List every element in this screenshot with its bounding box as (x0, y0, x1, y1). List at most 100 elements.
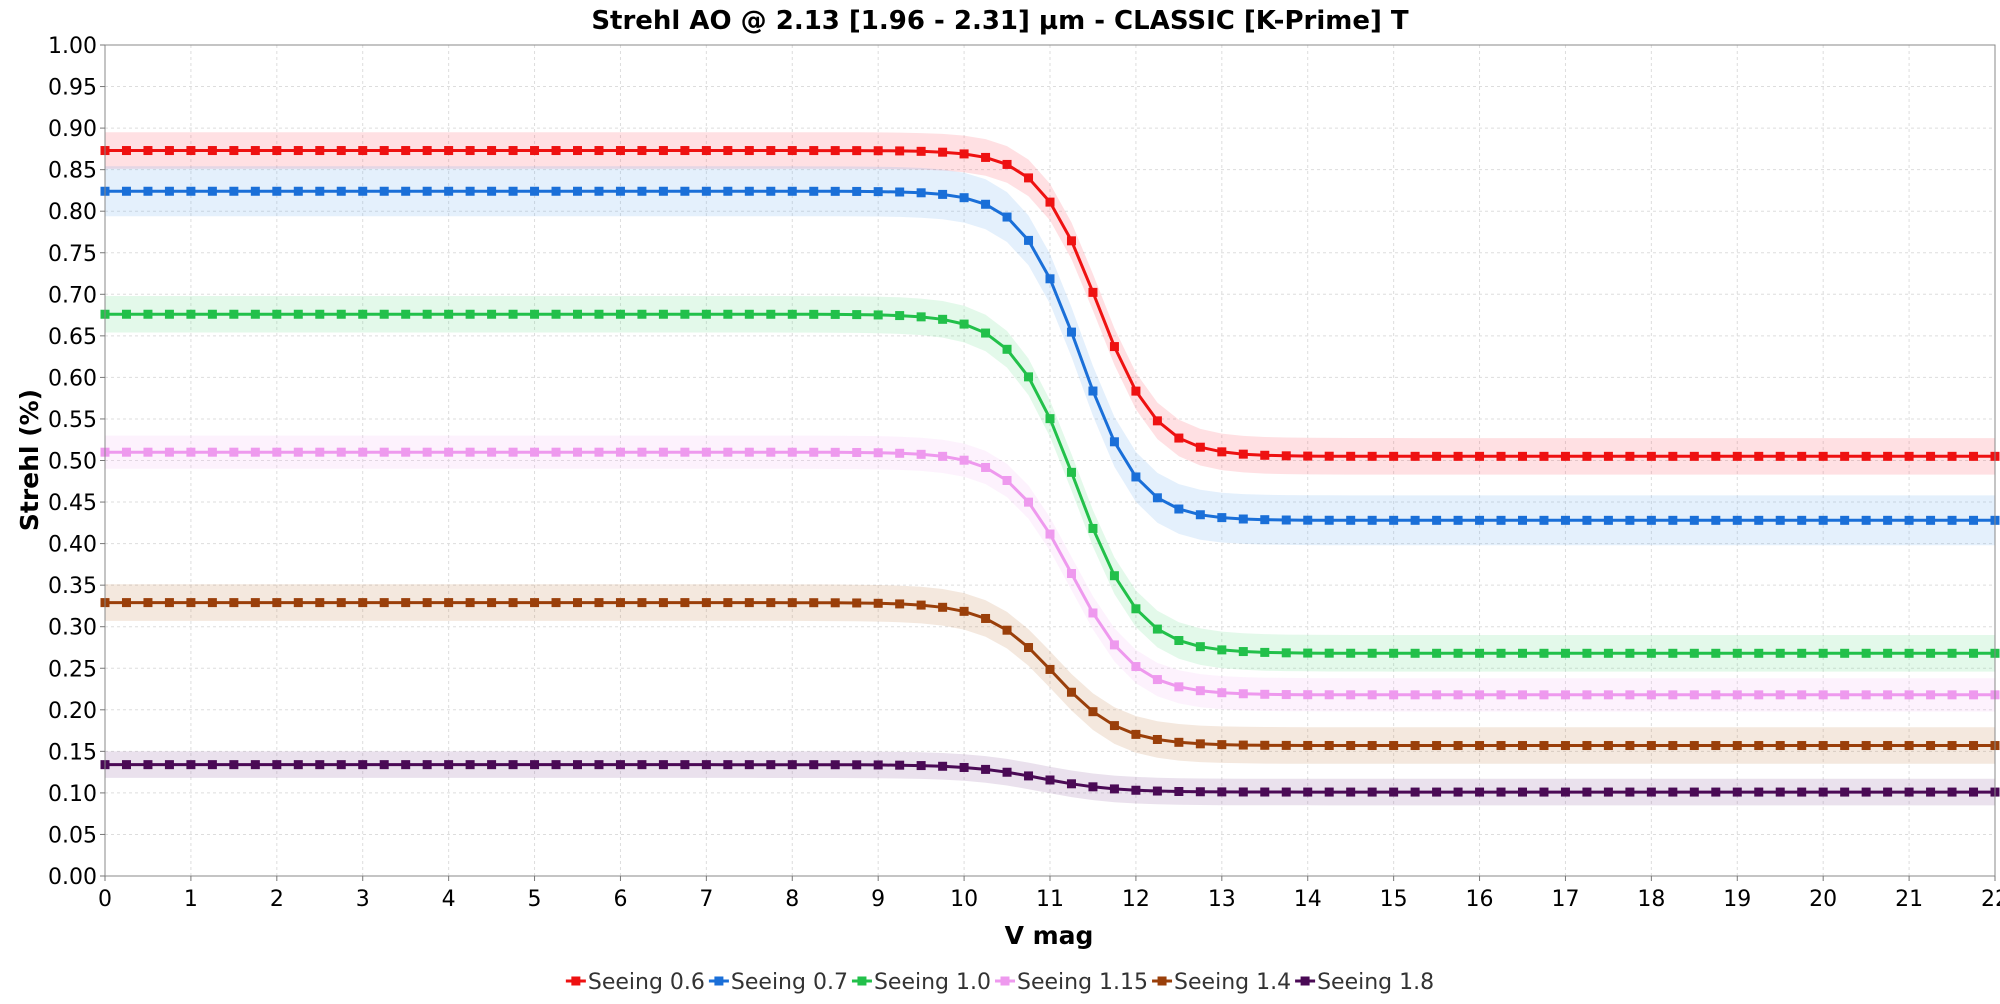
data-point (1904, 515, 1914, 525)
data-point (1668, 741, 1678, 751)
data-point (701, 447, 711, 457)
data-point (1582, 451, 1592, 461)
data-point (1432, 787, 1442, 797)
data-point (1217, 447, 1227, 457)
data-point (787, 309, 797, 319)
data-point (530, 760, 540, 770)
data-point (1646, 690, 1656, 700)
data-point (1045, 414, 1055, 424)
data-point (1797, 690, 1807, 700)
data-point (830, 760, 840, 770)
data-point (143, 309, 153, 319)
data-point (1840, 515, 1850, 525)
data-point (1947, 451, 1957, 461)
data-point (1195, 739, 1205, 749)
data-point (852, 186, 862, 196)
data-point (1024, 372, 1034, 382)
data-point (981, 764, 991, 774)
data-point (1002, 475, 1012, 485)
data-point (1840, 690, 1850, 700)
data-point (207, 186, 217, 196)
legend-item: Seeing 1.0 (851, 970, 991, 995)
data-point (1947, 741, 1957, 751)
data-point (1840, 451, 1850, 461)
data-point (701, 309, 711, 319)
data-point (422, 309, 432, 319)
data-point (1818, 648, 1828, 658)
data-point (1969, 741, 1979, 751)
data-point (401, 598, 411, 608)
data-point (1775, 648, 1785, 658)
data-point (1238, 740, 1248, 750)
data-point (637, 309, 647, 319)
data-point (1539, 515, 1549, 525)
data-point (1152, 624, 1162, 634)
data-point (1475, 690, 1485, 700)
data-point (981, 152, 991, 162)
data-point (787, 146, 797, 156)
data-point (1152, 734, 1162, 744)
data-point (1646, 648, 1656, 658)
data-point (1195, 686, 1205, 696)
data-point (1088, 608, 1098, 618)
data-point (487, 598, 497, 608)
data-point (358, 447, 368, 457)
y-tick-label: 0.85 (48, 159, 97, 184)
data-point (1969, 690, 1979, 700)
data-point (573, 146, 582, 156)
x-tick-label: 14 (1294, 887, 1322, 912)
data-point (1904, 787, 1914, 797)
legend-item: Seeing 1.4 (1152, 970, 1291, 995)
data-point (594, 186, 604, 196)
data-point (1560, 451, 1570, 461)
confidence-band (105, 584, 1995, 764)
data-point (1732, 648, 1742, 658)
data-point (766, 146, 776, 156)
data-point (444, 309, 454, 319)
data-point (1818, 690, 1828, 700)
data-point (680, 447, 690, 457)
data-point (744, 760, 754, 770)
data-point (1367, 690, 1377, 700)
data-point (1109, 784, 1119, 794)
data-point (1560, 648, 1570, 658)
data-point (1926, 451, 1936, 461)
data-point (766, 760, 776, 770)
data-point (809, 598, 819, 608)
data-point (1088, 386, 1098, 396)
data-point (701, 760, 711, 770)
data-point (938, 189, 948, 199)
data-point (336, 186, 346, 196)
data-point (1883, 741, 1893, 751)
data-point (315, 447, 325, 457)
data-point (615, 447, 625, 457)
data-point (530, 447, 540, 457)
data-point (487, 186, 497, 196)
y-tick-label: 0.00 (48, 865, 97, 890)
data-point (1668, 690, 1678, 700)
data-point (379, 146, 389, 156)
data-point (637, 598, 647, 608)
data-point (530, 598, 540, 608)
data-point (422, 447, 432, 457)
data-point (1045, 274, 1055, 284)
data-point (422, 760, 432, 770)
data-point (1969, 515, 1979, 525)
data-point (336, 309, 346, 319)
data-point (1625, 515, 1635, 525)
data-point (1496, 451, 1506, 461)
data-point (143, 186, 153, 196)
data-point (1603, 451, 1613, 461)
data-point (1432, 451, 1442, 461)
data-point (1346, 648, 1356, 658)
data-point (1689, 451, 1699, 461)
data-point (1238, 514, 1248, 524)
data-point (573, 186, 582, 196)
data-point (1453, 648, 1463, 658)
x-tick-label: 21 (1895, 887, 1923, 912)
data-point (744, 309, 754, 319)
data-point (1195, 642, 1205, 652)
data-point (1109, 437, 1119, 447)
data-point (1389, 515, 1399, 525)
data-point (1732, 690, 1742, 700)
